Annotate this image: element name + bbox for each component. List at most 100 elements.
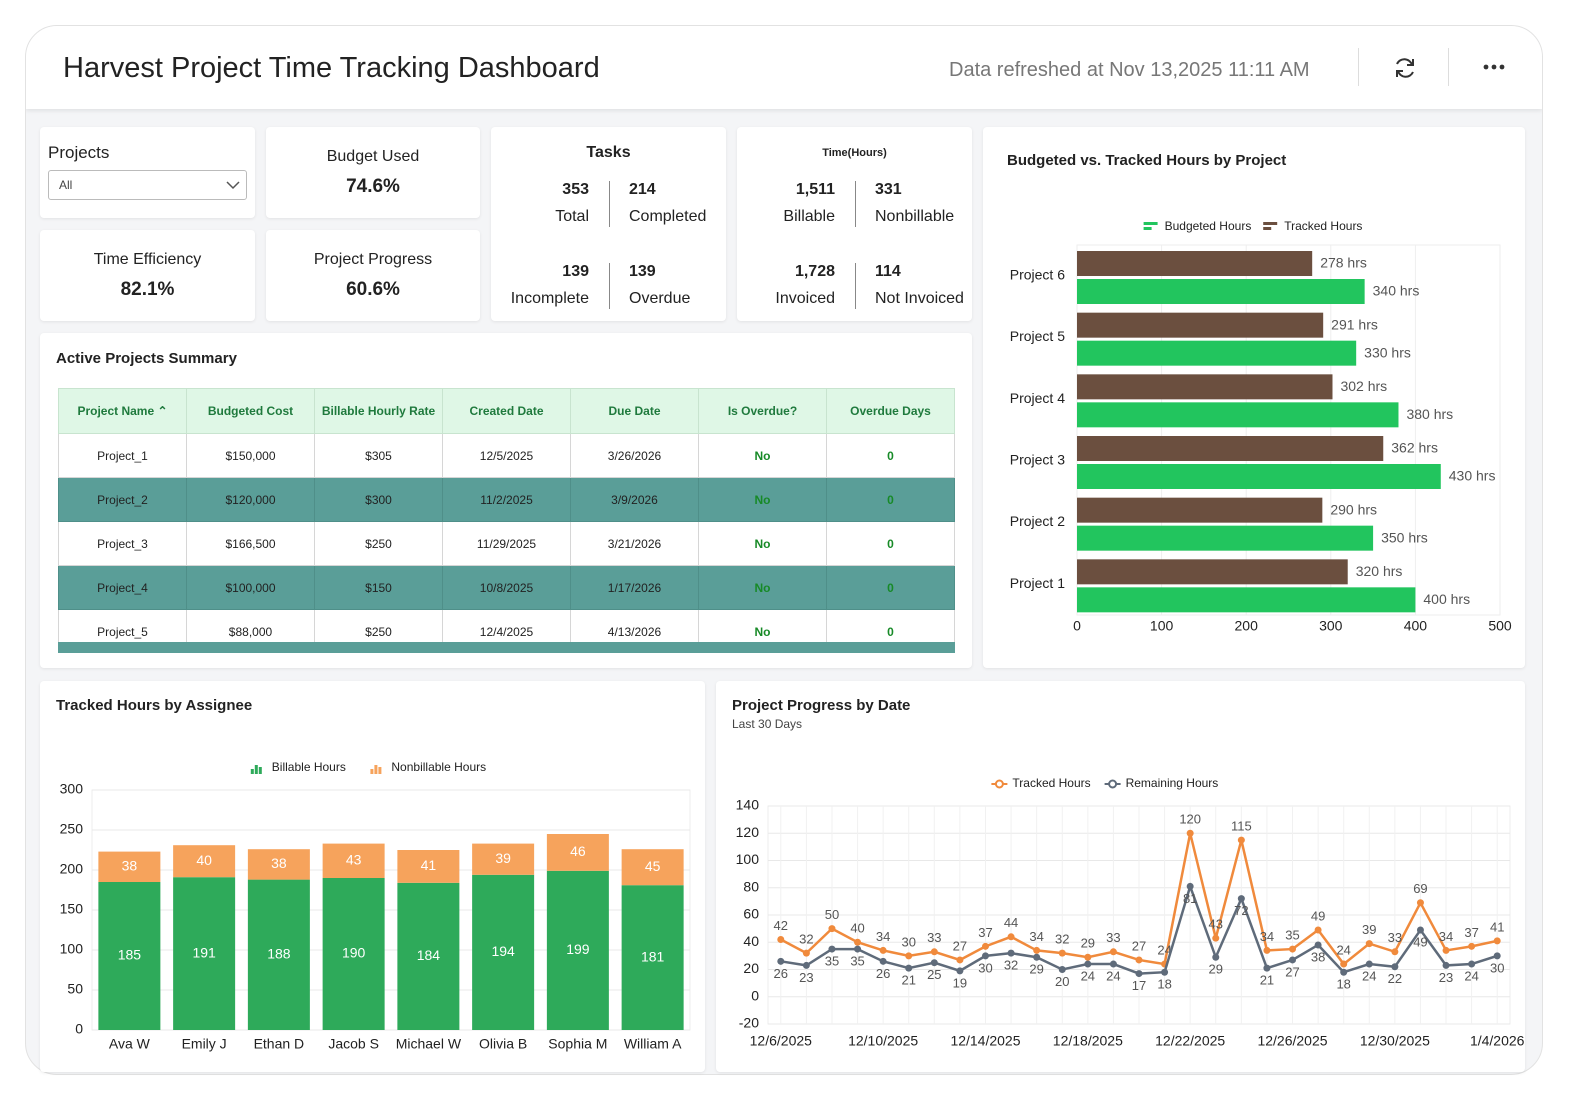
data-label: 350 hrs — [1381, 529, 1428, 545]
data-label: 33 — [1388, 930, 1402, 945]
filter-label: Projects — [48, 143, 110, 162]
point — [1340, 968, 1348, 976]
point — [1314, 941, 1322, 949]
y-tick-label: Project 3 — [1010, 452, 1065, 468]
data-label: 49 — [1413, 934, 1427, 949]
table-cell: 0 — [826, 477, 955, 522]
column-header: Due Date — [570, 388, 699, 434]
legend-icon — [1263, 222, 1278, 225]
data-label: 24 — [1081, 968, 1095, 983]
x-tick-label: Ethan D — [254, 1036, 305, 1052]
tasks-card: Tasks 353 Total 214 Completed 139 Incomplete 1… — [491, 127, 726, 321]
table-cell: $166,500 — [186, 521, 315, 566]
bar — [1077, 251, 1313, 276]
table-title: Active Projects Summary — [56, 350, 237, 367]
column-header: Overdue Days — [826, 388, 955, 434]
data-label: 23 — [799, 970, 813, 985]
card-title: Time(Hours) — [822, 147, 887, 159]
chart: Project Progress by Date Last 30 Days Trac… — [732, 697, 1525, 1049]
table-cell: Project_3 — [58, 521, 187, 566]
bar — [1077, 464, 1441, 489]
data-label: 291 hrs — [1331, 316, 1378, 332]
bar-segment — [322, 878, 385, 1030]
x-tick-label: 12/22/2025 — [1155, 1033, 1225, 1049]
table-cell: 3/21/2026 — [570, 521, 699, 566]
point — [1365, 940, 1373, 948]
y-tick-label: 50 — [67, 981, 83, 997]
stat-label: Invoiced — [775, 290, 835, 307]
column-header: Budgeted Cost — [186, 388, 315, 434]
data-label: 199 — [566, 941, 590, 957]
kpi-value: 74.6% — [346, 176, 400, 197]
point — [1212, 953, 1220, 961]
data-label: 35 — [825, 954, 839, 969]
bar-segment — [98, 882, 161, 1030]
project-select[interactable]: All — [48, 170, 247, 200]
point — [1442, 946, 1450, 954]
point — [981, 942, 989, 950]
bar — [1077, 279, 1365, 304]
data-label: 24 — [1336, 942, 1350, 957]
data-label: 34 — [1029, 929, 1043, 944]
legend-icon — [254, 765, 258, 774]
data-label: 25 — [927, 967, 941, 982]
x-tick-label: 12/26/2025 — [1257, 1033, 1327, 1049]
bar-segment — [397, 882, 460, 1030]
table-cell: No — [698, 433, 827, 478]
point — [930, 959, 938, 967]
point — [1416, 899, 1424, 907]
data-label: 191 — [192, 944, 216, 960]
data-label: 33 — [1106, 930, 1120, 945]
table-cell: 0 — [826, 521, 955, 566]
stat-value: 1,728 — [794, 263, 835, 280]
point — [1314, 926, 1322, 934]
x-tick-label: 500 — [1488, 618, 1512, 634]
column-header: Is Overdue? — [698, 388, 827, 434]
point — [1391, 963, 1399, 971]
data-label: 27 — [1132, 938, 1146, 953]
data-label: 29 — [1029, 962, 1043, 977]
table-cell: 0 — [826, 433, 955, 478]
data-label: 21 — [901, 973, 915, 988]
legend-icon — [1143, 227, 1152, 230]
y-tick-label: 0 — [75, 1021, 83, 1037]
point — [1033, 953, 1041, 961]
point — [1237, 836, 1245, 844]
data-label: 37 — [1464, 925, 1478, 940]
data-label: 185 — [118, 947, 142, 963]
table-cell: No — [698, 521, 827, 566]
x-tick-label: 300 — [1319, 618, 1343, 634]
column-header: Created Date — [442, 388, 571, 434]
point — [854, 938, 862, 946]
point — [1416, 926, 1424, 934]
point — [981, 952, 989, 960]
refresh-button[interactable] — [1392, 55, 1418, 81]
y-tick-label: 300 — [60, 781, 84, 797]
data-label: 40 — [196, 852, 212, 868]
stat-value: 139 — [562, 263, 589, 280]
column-header[interactable]: Project Name ⌃ — [58, 388, 187, 434]
kpi-card: Project Progress 60.6% — [266, 230, 480, 321]
data-label: 35 — [850, 954, 864, 969]
point — [1468, 942, 1476, 950]
legend-label: Billable Hours — [272, 760, 346, 774]
legend-item: Tracked Hours — [1263, 219, 1362, 233]
bar — [1077, 312, 1324, 338]
point — [1442, 961, 1450, 969]
stat-label: Overdue — [629, 290, 691, 307]
projects-table: Project Name ⌃ Budgeted Cost Billable Hour… — [58, 388, 955, 653]
data-label: 18 — [1157, 977, 1171, 992]
data-label: 34 — [1260, 929, 1274, 944]
point — [1289, 956, 1297, 964]
table-card: Active Projects Summary Project Name ⌃ Bu… — [40, 333, 972, 668]
point — [1237, 895, 1245, 903]
data-label: 115 — [1231, 819, 1252, 834]
bar-segment — [621, 885, 684, 1030]
more-button[interactable] — [1481, 60, 1507, 74]
point — [1186, 829, 1194, 837]
x-tick-label: Michael W — [396, 1036, 462, 1052]
time-card: Time(Hours) 1,511 Billable 331 Nonbillable 1… — [737, 127, 972, 321]
bar-segment — [173, 845, 236, 878]
kpi-card: Time Efficiency 82.1% — [40, 230, 255, 321]
kpi-value: 60.6% — [346, 279, 400, 300]
